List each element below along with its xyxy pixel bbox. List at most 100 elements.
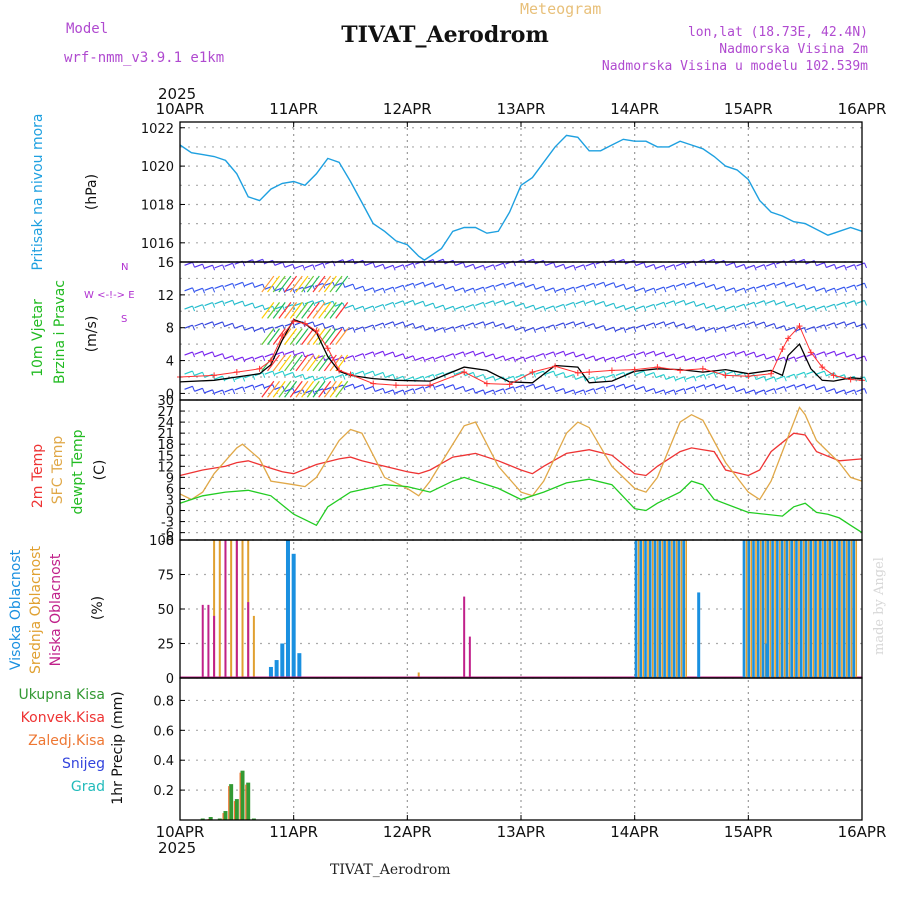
wind-barb: [723, 384, 727, 391]
wind-barb: [836, 301, 845, 306]
wind-barb: [525, 355, 534, 360]
wind-barb: [475, 264, 484, 269]
wind-barb: [445, 305, 454, 310]
cloud-mid-bar: [802, 540, 805, 678]
wind-barb: [301, 328, 315, 346]
wind-barb: [685, 300, 695, 305]
wind-barb: [452, 353, 456, 359]
grid-layer: [180, 122, 862, 820]
wind-barb: [665, 300, 675, 305]
wind-barb: [242, 356, 246, 363]
wind-barb: [334, 374, 344, 379]
wind-barb: [204, 351, 213, 356]
wind-barb: [816, 262, 825, 267]
wind-barb: [515, 326, 524, 331]
wind-barb: [655, 286, 665, 291]
wind-barb: [342, 326, 346, 333]
cloud-low-bar: [207, 604, 210, 678]
wind-barb: [703, 356, 707, 363]
wind-barb: [404, 355, 414, 360]
wind-barb: [392, 321, 396, 328]
precip-total-bar: [251, 818, 256, 820]
wind-barb: [204, 389, 213, 394]
wind-barb: [455, 351, 464, 356]
wind-barb: [843, 389, 847, 396]
wind-barb: [278, 380, 292, 398]
wind-barb: [242, 282, 246, 288]
wind-barb: [264, 370, 273, 375]
wind-barb: [262, 383, 266, 390]
wind-barb: [402, 264, 406, 271]
wind-barb: [856, 282, 865, 287]
wind-barb: [482, 374, 486, 380]
wind-barb: [329, 275, 343, 293]
wind-barb: [402, 353, 406, 360]
wind-barb: [753, 351, 757, 358]
wind-barb: [502, 323, 506, 329]
wind-barb: [264, 353, 273, 358]
wind-barb: [683, 262, 687, 269]
wind-barb: [374, 287, 384, 292]
precip-unit-label: 1hr Precip (mm): [110, 691, 126, 804]
temp2m-panel-label: 2m Temp: [30, 444, 46, 508]
wind-barb: [492, 321, 496, 328]
cloud-high-bar: [648, 540, 652, 678]
cloud-high-bar: [297, 653, 302, 678]
cloud-high-bar: [785, 540, 789, 678]
wind-barb: [623, 305, 627, 311]
wind-barb: [282, 287, 286, 294]
wind-barb: [585, 388, 594, 393]
wind-barb: [192, 386, 196, 392]
wind-barb: [545, 324, 554, 329]
wind-barb: [643, 386, 647, 392]
wind-barb: [543, 353, 547, 359]
wind-barb: [362, 384, 366, 390]
cloud-high-bar: [823, 540, 827, 678]
wind-barb: [292, 372, 296, 378]
footer-station-name: TIVAT_Aerodrom: [330, 862, 451, 878]
cloud-high-bar: [799, 540, 803, 678]
marks-layer: [177, 134, 867, 820]
wind-barb: [422, 282, 426, 288]
wind-barb: [364, 385, 374, 390]
wind-barb: [267, 328, 281, 346]
wind-barb: [525, 327, 534, 332]
wind-barb: [344, 355, 354, 360]
wind-barb: [663, 389, 667, 396]
wind-barb: [773, 283, 777, 289]
wind-barb: [715, 352, 725, 358]
wind-barb: [364, 305, 374, 310]
cloud-high-bar: [677, 540, 681, 678]
wind-barb: [723, 260, 727, 266]
wind-barb: [267, 301, 281, 319]
wind-barb: [763, 376, 767, 382]
wind-barb: [495, 299, 504, 304]
wind-barb: [513, 386, 516, 392]
wind-barb: [635, 287, 645, 292]
wind-barb: [635, 385, 645, 391]
wind-barb: [603, 376, 607, 382]
cloud-mid-bar: [680, 540, 683, 678]
wind-barb: [685, 356, 695, 361]
wind-barb: [404, 376, 414, 381]
wind-barb: [445, 353, 454, 358]
wind-barb: [833, 288, 837, 294]
wind-barb: [613, 327, 617, 333]
wind-barb: [482, 287, 486, 293]
wind-barb: [184, 305, 193, 310]
wind-barb: [535, 305, 544, 310]
cloud-mid-bar: [750, 540, 753, 678]
wind-barb: [703, 327, 707, 333]
wind-barb: [304, 264, 314, 269]
wind-barb: [846, 389, 855, 394]
wind-barb: [583, 321, 587, 328]
wind-barb: [745, 286, 755, 291]
wind-barb: [384, 301, 394, 307]
wind-barb: [384, 321, 394, 326]
wind-barb: [284, 328, 298, 346]
wind-barb: [665, 353, 675, 358]
wind-barb: [675, 299, 685, 304]
cloud-low-bar: [468, 636, 471, 678]
wind-barb: [555, 263, 564, 268]
